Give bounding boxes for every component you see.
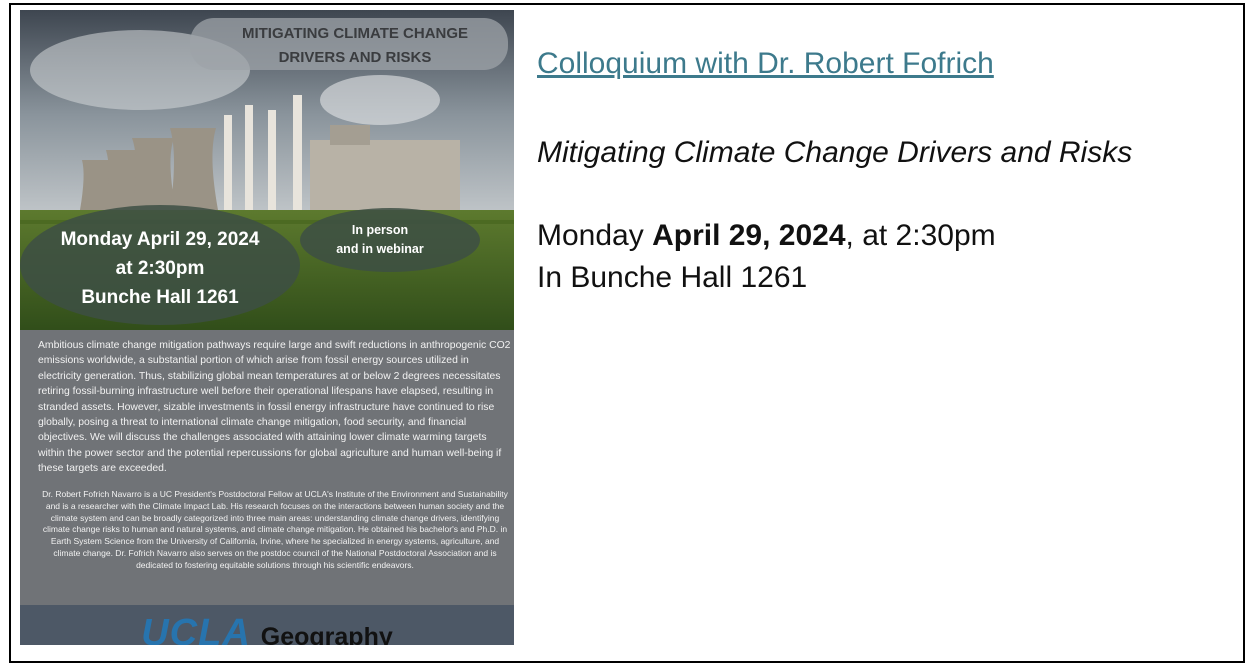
poster-date: Monday April 29, 2024 at 2:30pm Bunche H… [30,225,290,312]
poster-mode-line: In person [320,221,440,240]
poster-title: MITIGATING CLIMATE CHANGE DRIVERS AND RI… [210,22,500,70]
event-subtitle: Mitigating Climate Change Drivers and Ri… [537,130,1217,175]
poster-date-line: Bunche Hall 1261 [30,283,290,312]
event-details: Colloquium with Dr. Robert Fofrich Mitig… [537,40,1217,299]
event-poster: MITIGATING CLIMATE CHANGE DRIVERS AND RI… [20,10,514,645]
event-date: Monday April 29, 2024, at 2:30pm [537,215,1217,257]
date-bold: April 29, 2024 [652,219,845,252]
poster-logo: UCLA Geography [20,605,514,645]
date-time: , at 2:30pm [846,219,996,252]
logo-ucla: UCLA [141,613,251,645]
poster-bio: Dr. Robert Fofrich Navarro is a UC Presi… [38,489,512,572]
poster-date-line: Monday April 29, 2024 [30,225,290,254]
poster-title-line: DRIVERS AND RISKS [210,46,500,70]
event-link[interactable]: Colloquium with Dr. Robert Fofrich [537,40,1217,88]
page: {"poster": { "title": ["MITIGATING CLIMA… [0,0,1249,645]
event-location: In Bunche Hall 1261 [537,257,1217,299]
logo-geography: Geography [261,623,393,645]
event-when: Monday April 29, 2024, at 2:30pm In Bunc… [537,215,1217,299]
poster-date-line: at 2:30pm [30,254,290,283]
poster-title-line: MITIGATING CLIMATE CHANGE [210,22,500,46]
poster-mode-line: and in webinar [320,240,440,259]
poster-abstract: Ambitious climate change mitigation path… [38,338,512,477]
poster-mode: In person and in webinar [320,221,440,259]
date-day: Monday [537,219,652,252]
